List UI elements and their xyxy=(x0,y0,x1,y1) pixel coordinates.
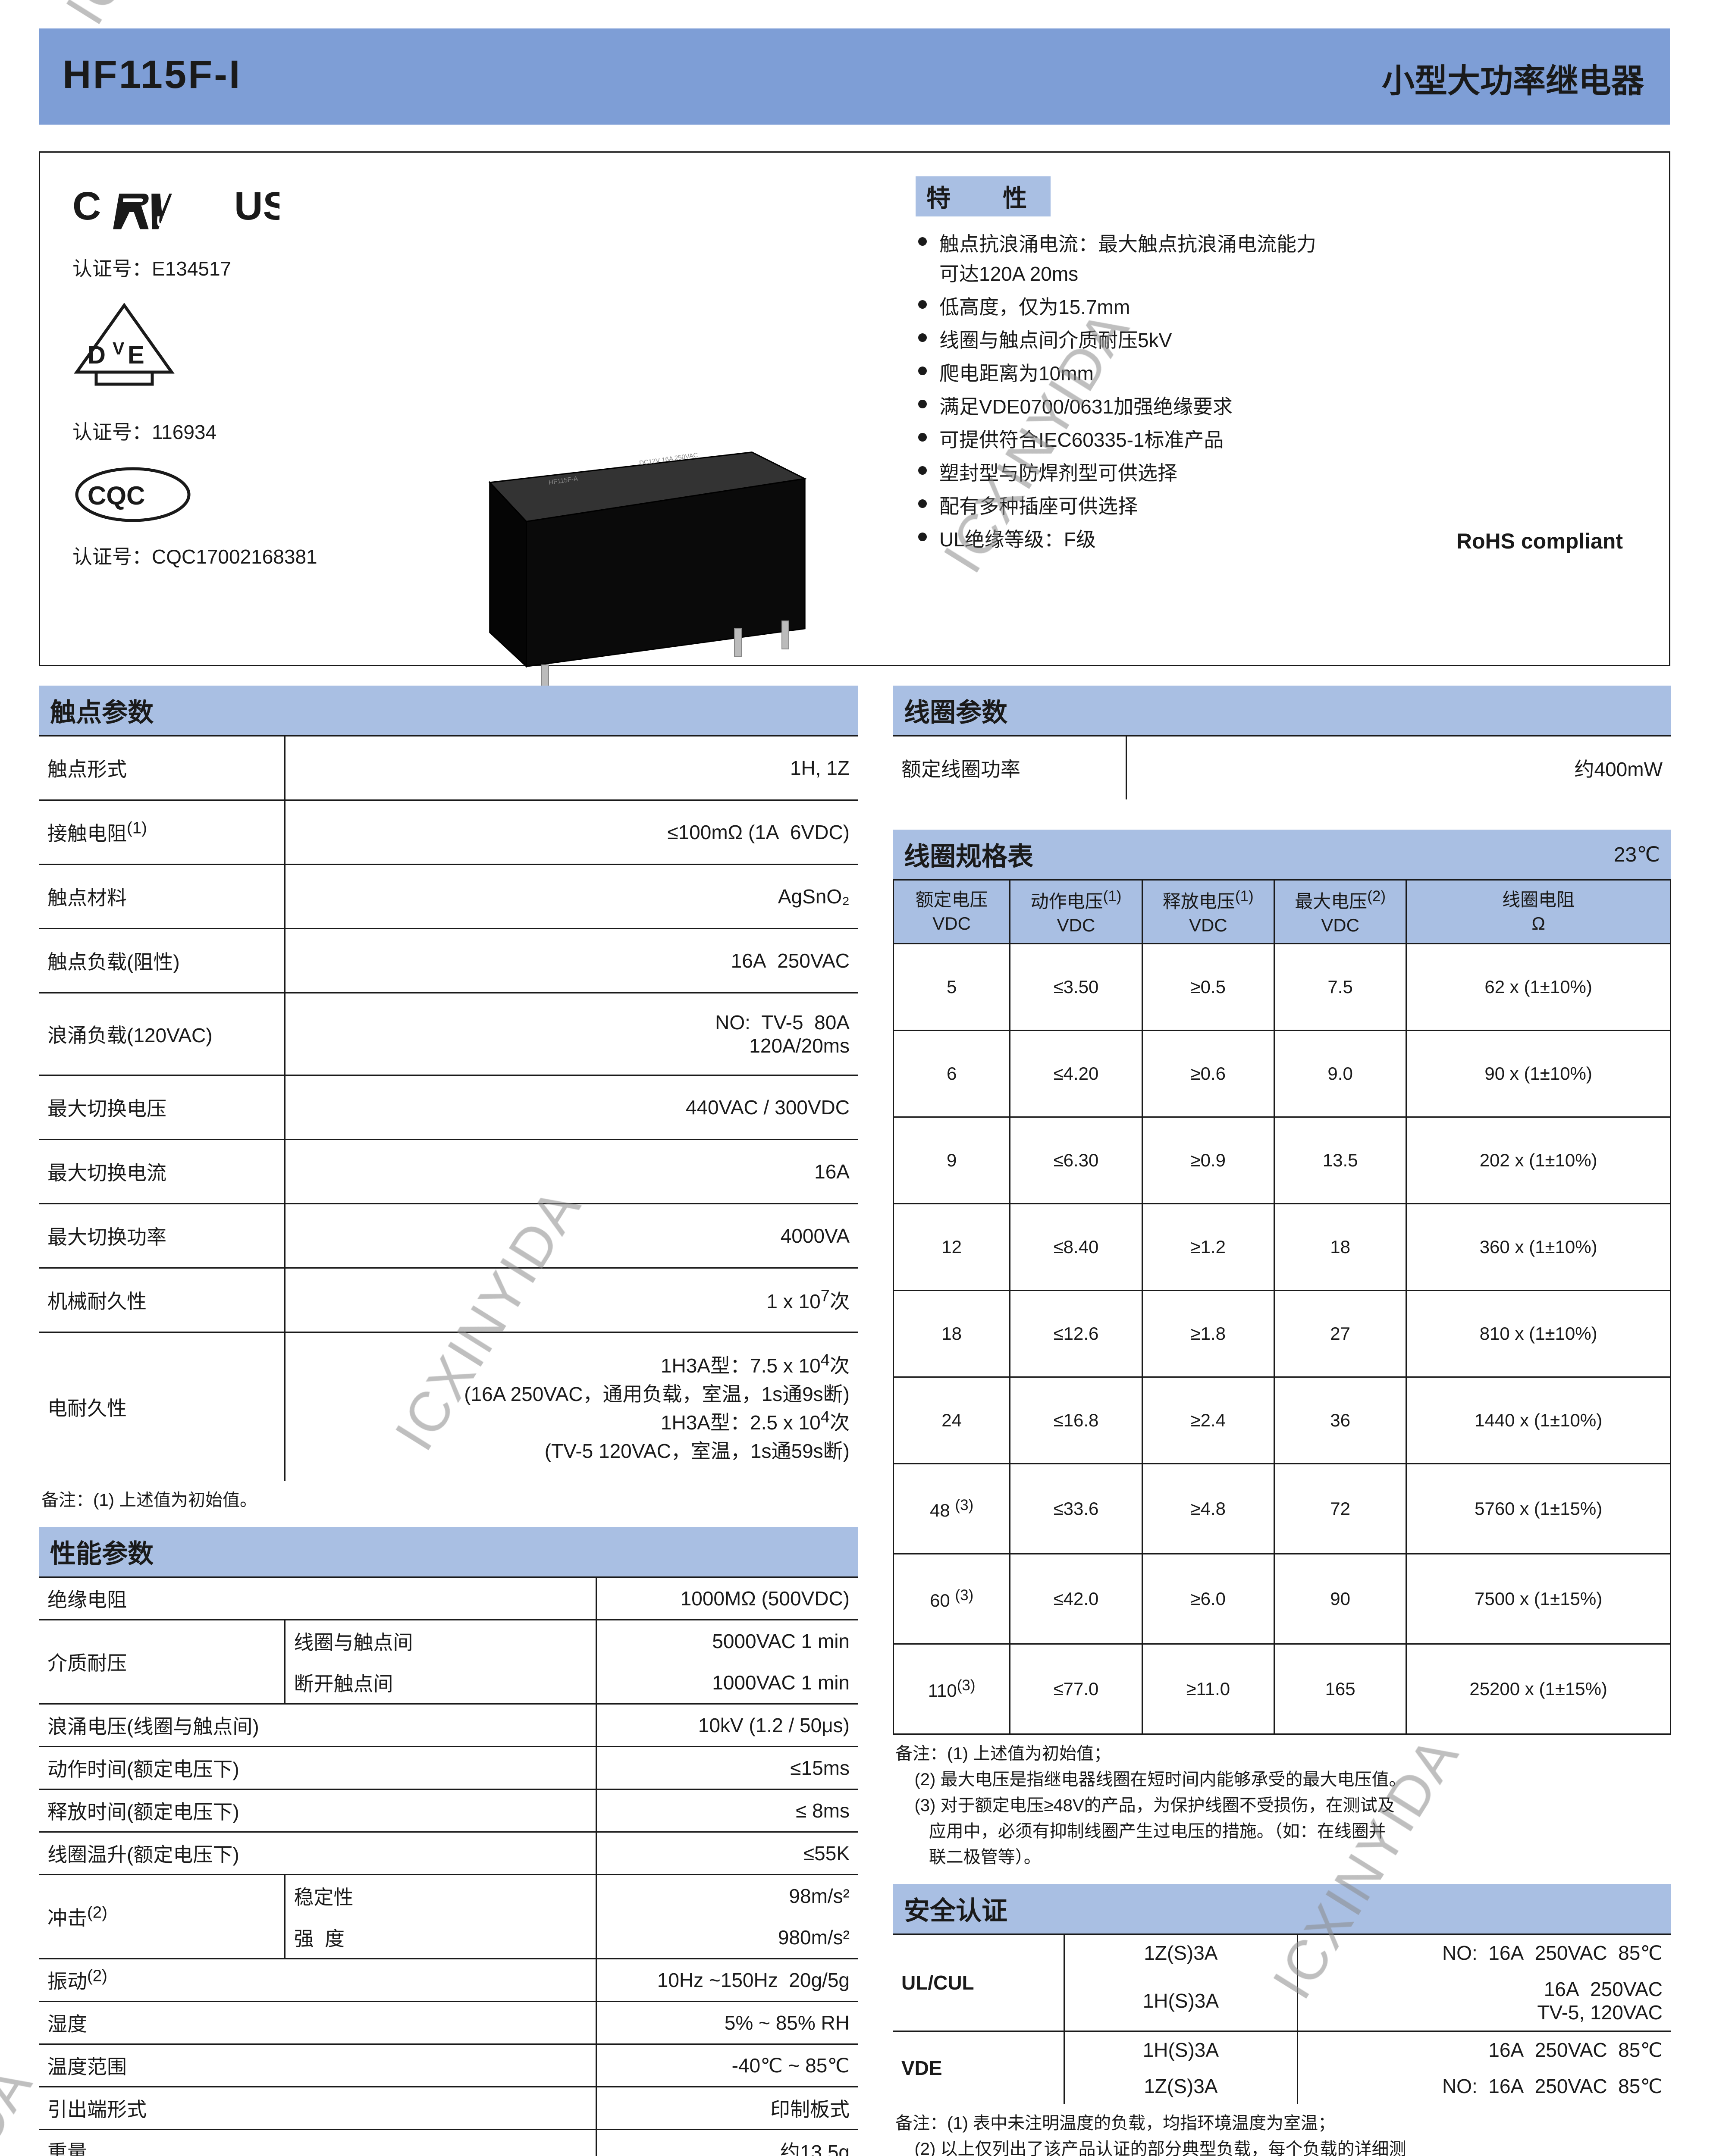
svg-text:C: C xyxy=(72,184,101,228)
svg-text:V: V xyxy=(113,338,125,358)
svg-text:US: US xyxy=(234,184,279,228)
svg-text:E: E xyxy=(128,341,144,369)
svg-text:D: D xyxy=(88,341,106,369)
svg-text:CQC: CQC xyxy=(88,481,145,510)
